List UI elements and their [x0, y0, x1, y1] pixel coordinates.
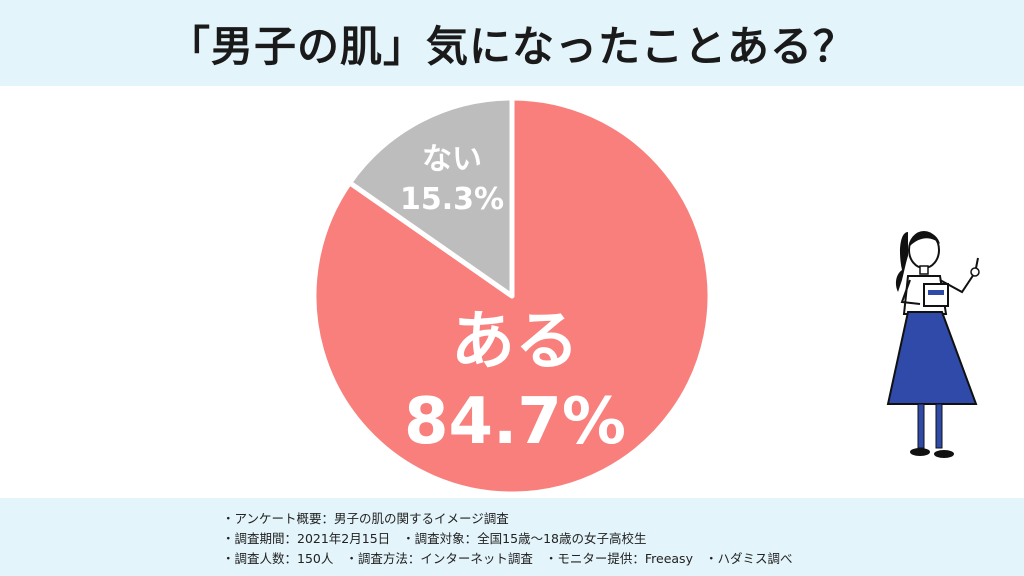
- slice-label-aru-name: ある: [451, 305, 579, 379]
- note-count: ・調査人数：150人: [222, 551, 334, 566]
- header-band: [0, 0, 1024, 86]
- slice-label-aru-value: 84.7%: [403, 385, 627, 459]
- slice-label-nai-value: 15.3%: [399, 182, 505, 217]
- note-source: ・ハダミス調べ: [704, 551, 793, 566]
- survey-notes: ・アンケート概要：男子の肌の関するイメージ調査 ・調査期間：2021年2月15日…: [222, 509, 793, 569]
- slice-label-nai-name: ない: [422, 142, 482, 177]
- note-monitor: ・モニター提供：Freeasy: [544, 551, 693, 566]
- page-title: 「男子の肌」気になったことある？: [167, 21, 856, 71]
- slice-label-aru: ある 84.7%: [360, 302, 670, 462]
- note-period: ・調査期間：2021年2月15日: [222, 531, 391, 546]
- note-line-3: ・調査人数：150人 ・調査方法：インターネット調査 ・モニター提供：Freeasy…: [222, 549, 793, 569]
- note-line-2: ・調査期間：2021年2月15日 ・調査対象：全国15歳〜18歳の女子高校生: [222, 529, 793, 549]
- footer-band: [0, 498, 1024, 576]
- note-overview: ・アンケート概要：男子の肌の関するイメージ調査: [222, 511, 509, 526]
- slice-label-nai: ない 15.3%: [382, 140, 522, 220]
- pie-slice-nai: [347, 95, 515, 299]
- student-illustration: [886, 231, 980, 458]
- note-method: ・調査方法：インターネット調査: [345, 551, 533, 566]
- note-line-1: ・アンケート概要：男子の肌の関するイメージ調査: [222, 509, 793, 529]
- note-target: ・調査対象：全国15歳〜18歳の女子高校生: [402, 531, 647, 546]
